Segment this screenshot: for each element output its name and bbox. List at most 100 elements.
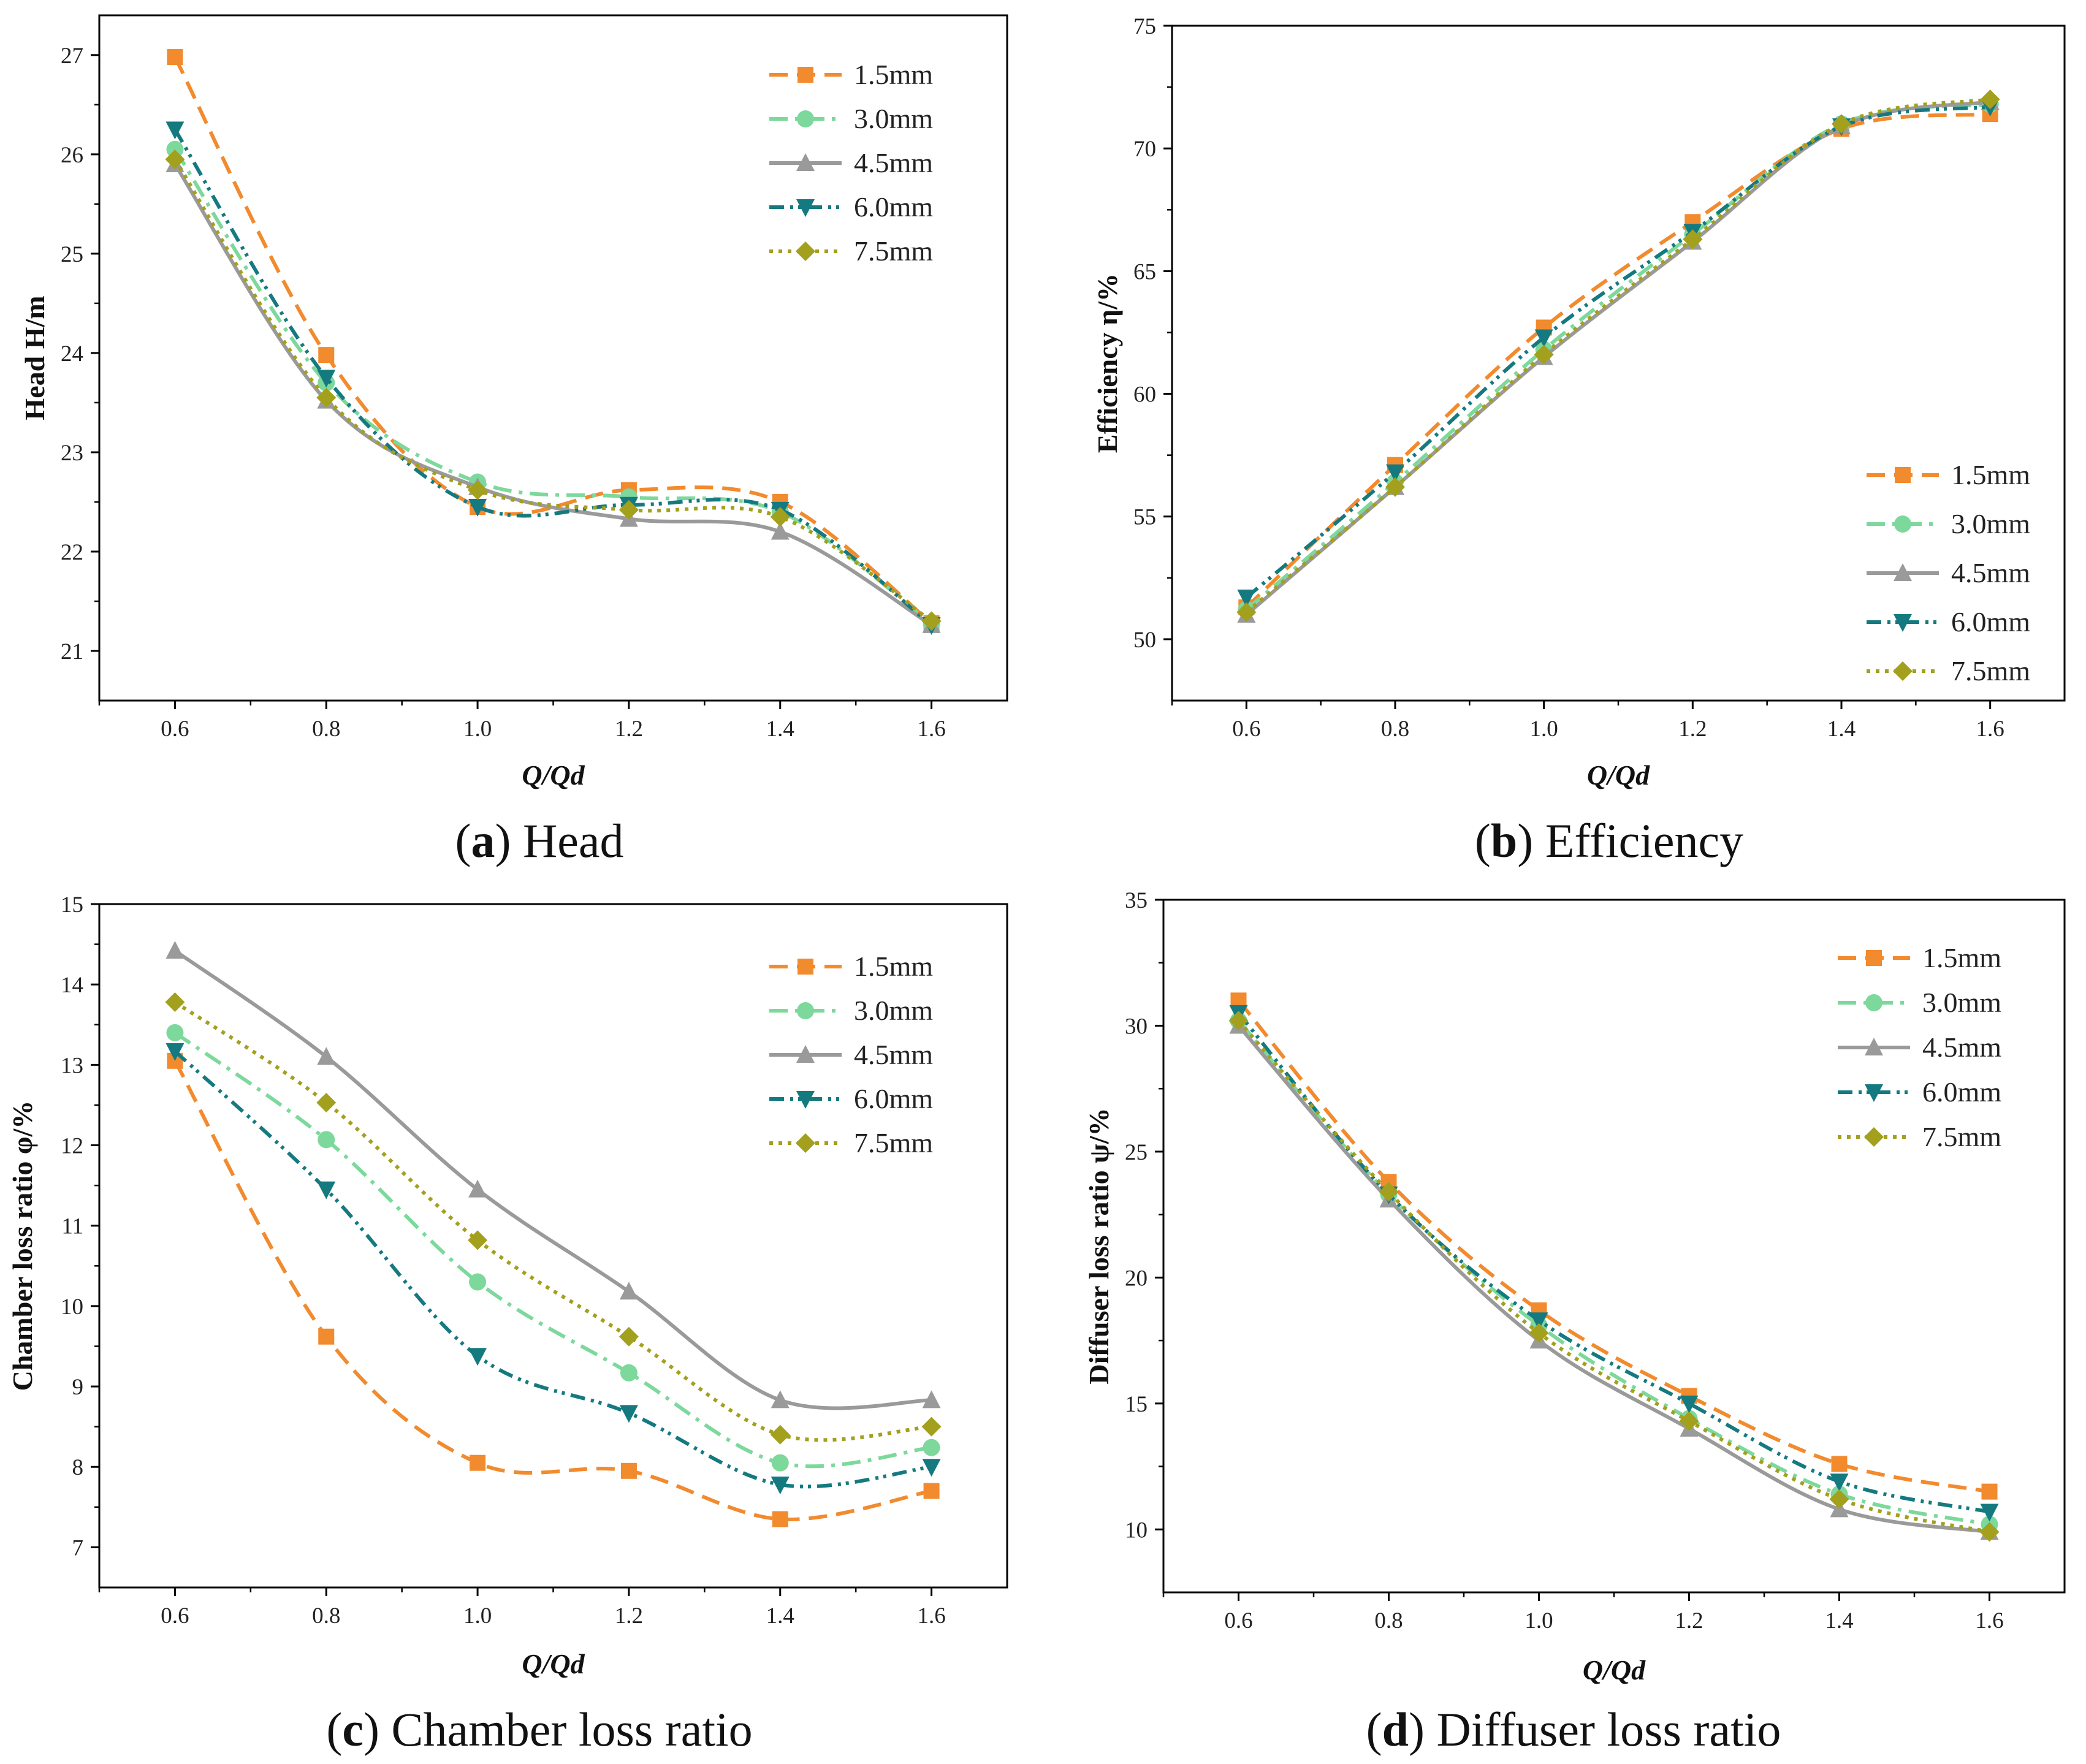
legend-label: 1.5mm xyxy=(1922,942,2001,973)
x-tick-label: 0.8 xyxy=(312,717,340,742)
series-line-1.5mm xyxy=(1245,112,1990,609)
data-point-6.0mm xyxy=(468,499,487,517)
data-point-7.5mm xyxy=(1379,1182,1399,1202)
legend-marker-1.5mm xyxy=(797,959,813,975)
legend-label: 4.5mm xyxy=(1951,557,2030,588)
data-point-1.5mm xyxy=(470,1454,486,1471)
data-point-3.0mm xyxy=(166,140,184,158)
series-line-1.5mm xyxy=(173,1060,932,1521)
y-tick-label: 13 xyxy=(61,1053,83,1078)
legend-label: 6.0mm xyxy=(854,191,933,222)
y-tick-label: 23 xyxy=(61,441,83,466)
y-tick-label: 14 xyxy=(61,973,83,998)
legend-marker-7.5mm xyxy=(1864,1127,1884,1147)
data-point-3.0mm xyxy=(620,1364,638,1382)
y-tick-label: 25 xyxy=(61,242,83,267)
y-tick-label: 22 xyxy=(61,540,83,565)
data-point-7.5mm xyxy=(921,1416,942,1437)
data-point-7.5mm xyxy=(1829,1489,1849,1509)
data-point-7.5mm xyxy=(1529,1323,1549,1343)
data-point-7.5mm xyxy=(1534,344,1554,365)
data-point-6.0mm xyxy=(771,1477,790,1495)
y-tick-label: 27 xyxy=(61,44,83,69)
series-line-7.5mm xyxy=(1237,1019,1990,1534)
series-line-6.0mm xyxy=(173,1049,932,1489)
data-point-7.5mm xyxy=(165,149,185,169)
data-point-4.5mm xyxy=(922,1390,941,1409)
x-tick-label: 1.0 xyxy=(463,717,492,742)
data-point-6.0mm xyxy=(166,1043,185,1062)
data-point-7.5mm xyxy=(165,992,185,1013)
y-tick-label: 25 xyxy=(1125,1140,1148,1165)
data-point-1.5mm xyxy=(923,1483,940,1499)
data-point-3.0mm xyxy=(771,1454,789,1472)
data-point-4.5mm xyxy=(771,1390,790,1409)
series-line-4.5mm xyxy=(173,949,932,1410)
y-tick-label: 15 xyxy=(61,892,83,918)
series-line-4.5mm xyxy=(1245,100,1991,617)
y-tick-label: 65 xyxy=(1133,259,1156,284)
series-line-1.5mm xyxy=(173,56,933,625)
series-line-4.5mm xyxy=(173,163,933,627)
legend-marker-3.0mm xyxy=(797,110,814,127)
legend-marker-6.0mm xyxy=(796,1091,815,1109)
data-point-1.5mm xyxy=(772,1511,788,1527)
data-point-6.0mm xyxy=(1386,464,1404,482)
data-point-7.5mm xyxy=(619,1326,639,1347)
legend-label: 4.5mm xyxy=(1922,1032,2001,1063)
series-line-3.0mm xyxy=(173,148,933,626)
data-point-3.0mm xyxy=(923,1439,940,1456)
y-tick-label: 70 xyxy=(1133,137,1156,162)
x-tick-label: 0.6 xyxy=(161,1603,189,1629)
data-point-1.5mm xyxy=(318,1328,335,1345)
legend-marker-6.0mm xyxy=(796,199,815,217)
x-tick-label: 0.6 xyxy=(1232,717,1260,742)
legend-marker-7.5mm xyxy=(796,1133,815,1153)
data-point-7.5mm xyxy=(770,1424,790,1445)
data-point-6.0mm xyxy=(1237,589,1256,607)
y-tick-label: 60 xyxy=(1133,382,1156,408)
legend-label: 3.0mm xyxy=(854,995,933,1026)
data-point-7.5mm xyxy=(1832,114,1851,134)
series-line-3.0mm xyxy=(173,1031,932,1469)
data-point-1.5mm xyxy=(167,49,183,66)
data-point-6.0mm xyxy=(1680,1395,1699,1413)
panel-caption: (b) Efficiency xyxy=(1475,814,1743,867)
data-point-1.5mm xyxy=(620,1462,637,1479)
x-axis-title: Q/Qd xyxy=(522,759,585,791)
y-tick-label: 75 xyxy=(1133,14,1156,39)
y-tick-label: 15 xyxy=(1125,1392,1148,1417)
y-tick-label: 26 xyxy=(61,143,83,168)
legend-label: 7.5mm xyxy=(1951,655,2030,686)
panel-head: 0.6 0.8 1.0 1.2 1.4 1.6 21 22 23 24 25 26 27 Q/Qd Head… xyxy=(19,14,1008,867)
x-tick-label: 1.4 xyxy=(766,1603,794,1629)
y-axis-title: Chamber loss ratio φ/% xyxy=(7,1101,38,1391)
data-point-3.0mm xyxy=(318,1131,335,1149)
y-tick-label: 24 xyxy=(61,341,83,367)
x-tick-label: 1.0 xyxy=(1525,1608,1553,1633)
legend-label: 7.5mm xyxy=(1922,1121,2001,1152)
y-tick-label: 21 xyxy=(61,639,83,664)
y-axis-title: Head H/m xyxy=(19,295,50,420)
data-point-7.5mm xyxy=(1236,602,1257,622)
data-point-6.0mm xyxy=(922,1459,941,1477)
legend-marker-6.0mm xyxy=(1865,1084,1883,1102)
x-axis-title: Q/Qd xyxy=(1587,759,1650,791)
legend-label: 1.5mm xyxy=(854,951,933,982)
data-point-7.5mm xyxy=(1385,477,1405,497)
y-tick-label: 7 xyxy=(72,1535,84,1561)
panel-chamber-loss-ratio: 0.6 0.8 1.0 1.2 1.4 1.6 7 8 9 10 11 12 13 14 15 Q/Qd Cha… xyxy=(7,892,1008,1756)
data-point-7.5mm xyxy=(619,500,639,520)
data-point-1.5mm xyxy=(318,347,335,363)
x-tick-label: 0.8 xyxy=(1381,717,1409,742)
y-axis-title: Efficiency η/% xyxy=(1092,273,1123,453)
data-point-6.0mm xyxy=(317,370,336,388)
data-point-6.0mm xyxy=(1980,1504,1999,1522)
data-point-1.5mm xyxy=(1981,1483,1998,1500)
legend-label: 3.0mm xyxy=(1922,987,2001,1018)
data-point-7.5mm xyxy=(1228,1011,1249,1031)
y-tick-label: 12 xyxy=(61,1134,83,1159)
legend-marker-3.0mm xyxy=(1865,994,1882,1011)
legend-label: 3.0mm xyxy=(1951,508,2030,539)
data-point-4.5mm xyxy=(468,1179,487,1198)
